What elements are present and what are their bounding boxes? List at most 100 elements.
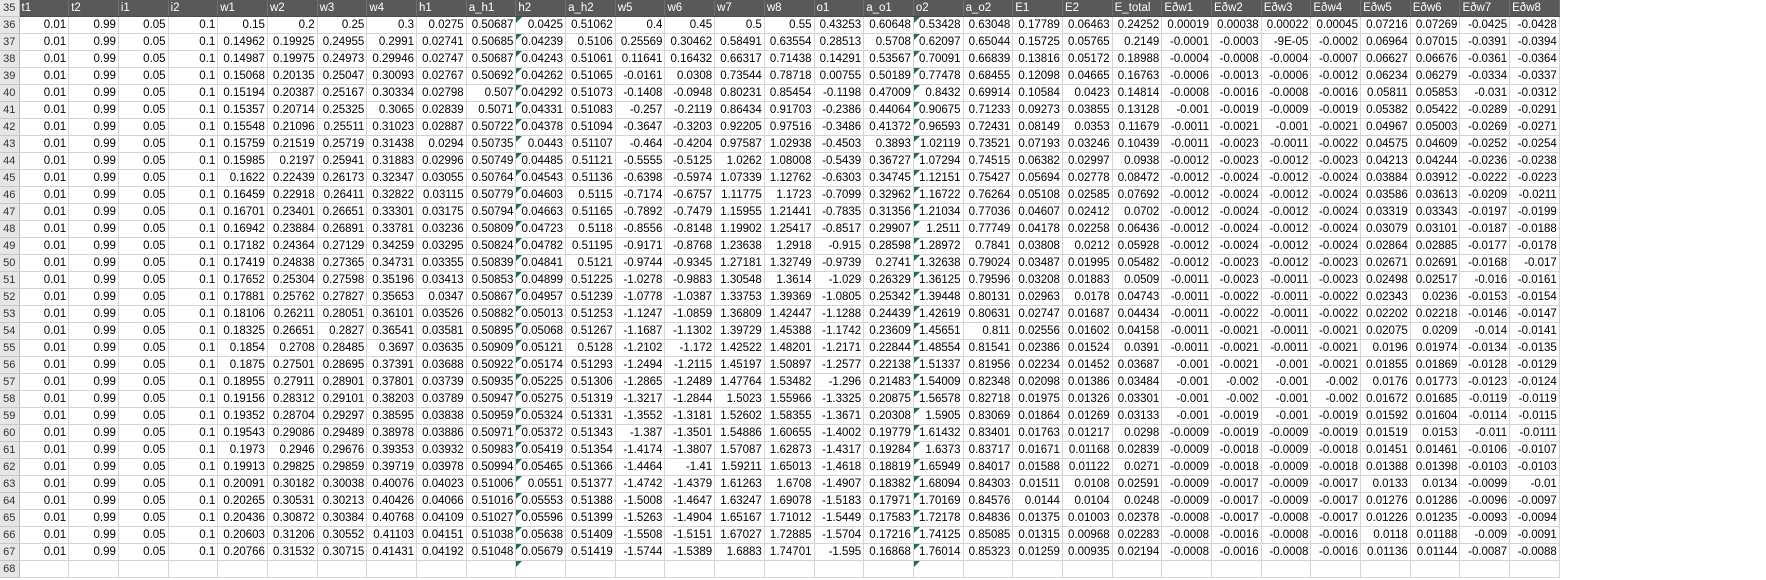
data-cell[interactable]: -1.1742 [814, 322, 865, 340]
data-cell[interactable]: 0.00019 [1161, 16, 1212, 34]
data-cell[interactable]: 1.42619 [913, 305, 964, 323]
data-cell[interactable]: -0.0271 [1509, 118, 1560, 136]
data-cell[interactable]: 0.01168 [1062, 441, 1113, 459]
data-cell[interactable]: 0.01519 [1360, 424, 1411, 442]
data-cell[interactable]: 0.17583 [863, 509, 914, 527]
data-cell[interactable]: 0.05679 [515, 543, 567, 561]
data-cell[interactable]: 0.07269 [1410, 16, 1461, 34]
data-cell[interactable]: -1.4464 [615, 458, 666, 476]
data-cell[interactable]: 0.40426 [366, 492, 417, 510]
data-cell[interactable]: 0.1 [168, 458, 219, 476]
data-cell[interactable]: 0.15985 [217, 152, 268, 170]
data-cell[interactable]: 0.0391 [1112, 339, 1163, 357]
data-cell[interactable]: 0.99 [68, 220, 119, 238]
data-cell[interactable]: 1.33753 [714, 288, 765, 306]
row-number[interactable]: 39 [0, 67, 20, 85]
data-cell[interactable]: 0.99 [68, 356, 119, 374]
data-cell[interactable]: -1.2577 [814, 356, 865, 374]
data-cell[interactable]: -0.0024 [1310, 203, 1362, 221]
data-cell[interactable]: 0.02671 [1360, 254, 1411, 272]
data-cell[interactable]: 0.2991 [366, 33, 417, 51]
data-cell[interactable]: 0.11679 [1112, 118, 1163, 136]
data-cell[interactable] [1360, 560, 1411, 578]
data-cell[interactable]: 0.0178 [1062, 288, 1113, 306]
data-cell[interactable]: 0.1 [168, 339, 219, 357]
data-cell[interactable]: 0.50794 [466, 203, 517, 221]
data-cell[interactable]: 1.3614 [764, 271, 815, 289]
data-cell[interactable]: 0.25569 [615, 33, 666, 51]
data-cell[interactable]: 0.53428 [913, 16, 964, 34]
data-cell[interactable]: 0.51267 [565, 322, 616, 340]
data-cell[interactable]: 0.04243 [515, 50, 567, 68]
data-cell[interactable]: 0.1 [168, 186, 219, 204]
data-cell[interactable]: 0.02747 [416, 50, 467, 68]
data-cell[interactable]: 0.0176 [1360, 373, 1411, 391]
data-cell[interactable]: 0.15194 [217, 84, 268, 102]
row-number[interactable]: 42 [0, 118, 20, 136]
data-cell[interactable]: 0.24838 [267, 254, 318, 272]
column-header-cell[interactable]: Eðw7 [1459, 0, 1511, 17]
data-cell[interactable]: 0.0236 [1410, 288, 1461, 306]
data-cell[interactable]: 0.03687 [1112, 356, 1163, 374]
data-cell[interactable]: 0.05225 [515, 373, 567, 391]
data-cell[interactable]: -0.0019 [1310, 407, 1362, 425]
data-cell[interactable]: 0.30872 [267, 509, 318, 527]
data-cell[interactable]: 0.03101 [1410, 220, 1461, 238]
data-cell[interactable]: 0.99 [68, 135, 119, 153]
data-cell[interactable]: 0.03884 [1360, 169, 1411, 187]
data-cell[interactable]: -0.0146 [1459, 305, 1511, 323]
data-cell[interactable]: 0.55 [764, 16, 815, 34]
data-cell[interactable] [1509, 560, 1560, 578]
data-cell[interactable]: 0.81541 [963, 339, 1014, 357]
data-cell[interactable]: -0.0123 [1459, 373, 1511, 391]
row-number[interactable]: 45 [0, 169, 20, 187]
data-cell[interactable]: -0.0009 [1261, 424, 1312, 442]
data-cell[interactable]: 0.23401 [267, 203, 318, 221]
data-cell[interactable]: 0.50839 [466, 254, 517, 272]
data-cell[interactable]: 0.25762 [267, 288, 318, 306]
row-number[interactable]: 53 [0, 305, 20, 323]
data-cell[interactable]: 0.05068 [515, 322, 567, 340]
data-cell[interactable]: 0.01 [19, 322, 70, 340]
data-cell[interactable]: 0.28598 [863, 237, 914, 255]
data-cell[interactable]: 1.12762 [764, 169, 815, 187]
data-cell[interactable]: 0.99 [68, 509, 119, 527]
data-cell[interactable]: 0.01315 [1012, 526, 1063, 544]
data-cell[interactable]: 0.05 [118, 135, 169, 153]
data-cell[interactable]: 0.03175 [416, 203, 467, 221]
data-cell[interactable]: 0.51253 [565, 305, 616, 323]
data-cell[interactable]: 0.1 [168, 135, 219, 153]
data-cell[interactable]: -0.0023 [1211, 135, 1262, 153]
data-cell[interactable]: 0.51016 [466, 492, 517, 510]
data-cell[interactable]: -0.0012 [1161, 220, 1212, 238]
data-cell[interactable]: 0.01869 [1410, 356, 1461, 374]
data-cell[interactable]: 0.51388 [565, 492, 616, 510]
data-cell[interactable]: 1.2918 [764, 237, 815, 255]
data-cell[interactable]: -0.0019 [1211, 407, 1262, 425]
data-cell[interactable]: -1.0387 [664, 288, 716, 306]
data-cell[interactable]: -0.0103 [1459, 458, 1511, 476]
data-cell[interactable]: 1.6883 [714, 543, 765, 561]
data-cell[interactable]: -0.0291 [1509, 101, 1560, 119]
data-cell[interactable]: 0.99 [68, 373, 119, 391]
data-cell[interactable]: -0.0364 [1509, 50, 1560, 68]
data-cell[interactable] [963, 560, 1014, 578]
data-cell[interactable]: 0.20714 [267, 101, 318, 119]
data-cell[interactable]: -0.0236 [1459, 152, 1511, 170]
data-cell[interactable]: 0.51331 [565, 407, 616, 425]
data-cell[interactable]: -1.41 [664, 458, 716, 476]
data-cell[interactable]: 0.43253 [814, 16, 865, 34]
data-cell[interactable] [118, 560, 169, 578]
data-cell[interactable]: -1.1302 [664, 322, 716, 340]
data-cell[interactable]: -1.2494 [615, 356, 666, 374]
data-cell[interactable]: -0.2386 [814, 101, 865, 119]
column-header-cell[interactable]: w4 [366, 0, 417, 17]
data-cell[interactable]: 0.50685 [466, 33, 517, 51]
data-cell[interactable]: 0.09273 [1012, 101, 1063, 119]
data-cell[interactable]: 0.03343 [1410, 203, 1461, 221]
data-cell[interactable]: -0.5439 [814, 152, 865, 170]
data-cell[interactable] [68, 560, 119, 578]
data-cell[interactable]: 0.99 [68, 288, 119, 306]
data-cell[interactable]: 0.1 [168, 118, 219, 136]
data-cell[interactable]: 0.14962 [217, 33, 268, 51]
